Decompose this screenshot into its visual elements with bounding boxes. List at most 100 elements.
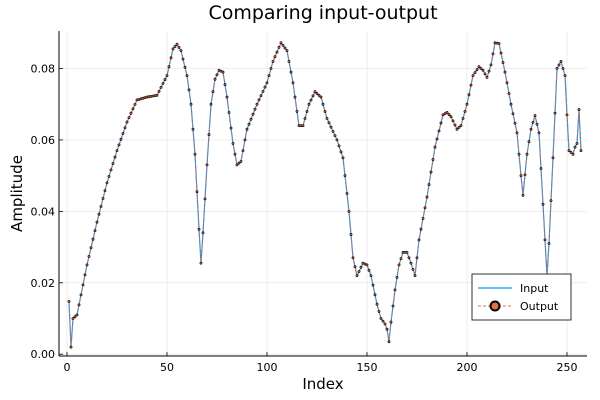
output-point-145 — [357, 270, 361, 273]
output-point-90 — [247, 122, 251, 126]
output-point-212 — [491, 52, 495, 56]
output-point-230 — [527, 140, 531, 144]
output-point-241 — [549, 199, 553, 203]
output-point-105 — [277, 46, 281, 49]
output-point-94 — [255, 102, 259, 106]
output-point-179 — [425, 195, 429, 199]
output-point-109 — [285, 49, 289, 53]
output-point-63 — [193, 152, 197, 156]
output-point-184 — [435, 137, 439, 141]
output-point-164 — [395, 276, 399, 279]
output-point-208 — [483, 72, 487, 76]
output-point-185 — [437, 129, 441, 133]
output-point-110 — [287, 59, 291, 63]
output-point-99 — [265, 81, 269, 85]
legend-label-input: Input — [520, 282, 549, 295]
output-point-150 — [367, 268, 371, 272]
output-point-12 — [91, 237, 95, 241]
output-point-236 — [539, 167, 543, 170]
output-point-229 — [525, 152, 529, 156]
output-point-106 — [279, 41, 283, 45]
output-point-149 — [365, 263, 369, 267]
output-point-180 — [427, 183, 431, 186]
chart-title: Comparing input-output — [208, 2, 437, 24]
output-point-19 — [105, 181, 109, 185]
output-point-136 — [339, 150, 343, 154]
output-point-26 — [119, 137, 123, 141]
output-point-225 — [517, 152, 521, 156]
output-point-64 — [195, 190, 199, 194]
output-point-140 — [347, 209, 351, 213]
output-point-234 — [535, 122, 539, 126]
output-point-250 — [567, 149, 571, 153]
output-point-224 — [515, 131, 519, 135]
output-point-252 — [571, 152, 575, 156]
output-point-51 — [169, 56, 173, 60]
output-point-216 — [499, 51, 503, 55]
output-markers — [67, 41, 583, 349]
output-point-83 — [233, 152, 237, 156]
output-point-242 — [551, 156, 555, 160]
output-point-166 — [399, 257, 403, 261]
output-point-33 — [133, 102, 137, 106]
output-point-73 — [213, 77, 217, 81]
output-point-0 — [67, 299, 71, 303]
plot-frame — [58, 31, 587, 357]
output-point-101 — [269, 67, 273, 70]
output-point-193 — [453, 123, 457, 127]
y-tick-label-0: 0.00 — [31, 348, 56, 361]
output-point-78 — [223, 83, 227, 86]
output-point-14 — [95, 220, 99, 224]
output-point-112 — [291, 81, 295, 85]
output-point-246 — [559, 59, 563, 63]
output-point-89 — [245, 127, 249, 131]
output-point-65 — [197, 227, 201, 231]
output-point-4 — [75, 313, 79, 317]
output-point-181 — [429, 170, 433, 174]
output-point-122 — [311, 94, 315, 98]
output-point-84 — [235, 163, 239, 167]
output-point-142 — [351, 256, 355, 260]
output-point-249 — [565, 113, 569, 117]
output-point-183 — [433, 145, 437, 149]
legend-box — [471, 273, 572, 321]
output-point-163 — [393, 288, 397, 292]
output-point-192 — [451, 119, 455, 123]
output-point-27 — [121, 132, 125, 135]
output-point-29 — [125, 120, 129, 124]
output-point-154 — [375, 302, 379, 306]
output-point-74 — [215, 73, 219, 77]
output-point-128 — [323, 109, 327, 113]
output-point-240 — [547, 242, 551, 245]
output-point-58 — [183, 65, 187, 69]
output-point-16 — [99, 204, 103, 208]
output-point-81 — [229, 126, 233, 130]
output-point-125 — [317, 93, 321, 97]
output-point-139 — [345, 192, 349, 195]
output-point-129 — [325, 117, 329, 120]
x-axis-label: Index — [302, 375, 343, 393]
output-point-178 — [423, 206, 427, 210]
output-point-44 — [155, 93, 159, 97]
output-point-114 — [295, 109, 299, 113]
output-point-196 — [459, 124, 463, 128]
output-point-56 — [179, 49, 183, 53]
output-point-60 — [187, 88, 191, 92]
output-point-187 — [441, 113, 445, 117]
output-point-253 — [573, 145, 577, 149]
x-tick-label-3: 150 — [357, 361, 378, 374]
output-point-159 — [385, 327, 389, 331]
output-point-92 — [251, 112, 255, 116]
output-point-31 — [129, 111, 133, 115]
output-point-124 — [315, 92, 319, 95]
legend: Input Output — [471, 273, 572, 321]
output-point-203 — [473, 71, 477, 75]
output-point-171 — [409, 261, 413, 265]
output-point-68 — [203, 197, 207, 201]
output-point-54 — [175, 42, 179, 46]
x-tick-label-0: 0 — [64, 361, 71, 374]
output-point-11 — [89, 246, 93, 250]
output-point-219 — [505, 81, 509, 85]
output-point-211 — [489, 63, 493, 67]
output-point-228 — [523, 173, 527, 177]
